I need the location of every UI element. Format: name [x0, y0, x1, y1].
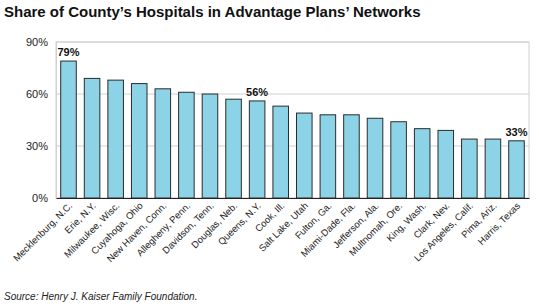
y-axis-line [56, 43, 57, 199]
y-tick-label: 30% [26, 140, 48, 152]
grid-line [56, 42, 529, 43]
bar [179, 92, 195, 198]
y-tick: 0% [32, 192, 56, 204]
y-tick: 30% [26, 140, 56, 152]
y-tick-label: 0% [32, 192, 48, 204]
x-axis: Mecklenburg, N.C.Erie, N.Y.Milwaukee, Wi… [11, 198, 530, 264]
plot-frame [56, 42, 529, 198]
bars [61, 61, 525, 198]
data-label: 56% [246, 86, 268, 98]
bar [391, 122, 407, 198]
bar [485, 139, 501, 198]
grid [56, 42, 529, 198]
grid-line [56, 198, 529, 199]
bar [273, 106, 289, 198]
bar [320, 115, 336, 198]
plot: 0% 30% 60% 90% Mecklenburg, N.C.Erie, N.Y.Mi… [11, 36, 530, 264]
bar [131, 84, 147, 198]
data-labels: 79% 56% 33% [57, 46, 527, 138]
source: Source: Henry J. Kaiser Family Foundatio… [4, 291, 197, 302]
bar [344, 115, 360, 198]
data-label: 33% [505, 126, 527, 138]
bar [108, 80, 124, 198]
bar [84, 78, 100, 198]
y-axis: 0% 30% 60% 90% [26, 36, 57, 204]
bar [462, 139, 478, 198]
bar [367, 118, 383, 198]
bar [202, 94, 218, 198]
y-tick-label: 60% [26, 88, 48, 100]
chart: Share of County’s Hospitals in Advantage… [0, 0, 539, 306]
bar [297, 113, 313, 198]
bar [509, 141, 525, 198]
bar [155, 89, 171, 198]
bar [61, 61, 77, 198]
x-axis-line [57, 198, 530, 199]
grid-line [56, 146, 529, 147]
title: Share of County’s Hospitals in Advantage… [4, 3, 420, 20]
bar [226, 99, 242, 198]
data-label: 79% [57, 46, 79, 58]
grid-line [56, 94, 529, 95]
y-tick-label: 90% [26, 36, 48, 48]
bar [414, 129, 430, 198]
x-tick-label: Harris, Texas [475, 200, 522, 247]
x-tick: Harris, Texas [475, 198, 522, 247]
bar [249, 101, 265, 198]
y-tick: 90% [26, 36, 56, 48]
y-tick: 60% [26, 88, 56, 100]
bar [438, 130, 454, 198]
